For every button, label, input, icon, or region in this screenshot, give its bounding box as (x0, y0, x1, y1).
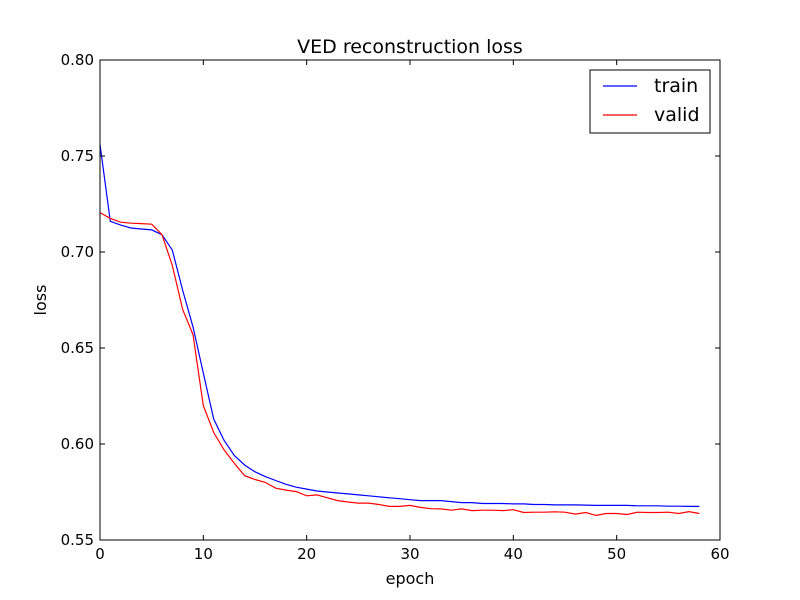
x-tick-label: 50 (607, 545, 626, 563)
series-line-train (99, 144, 700, 507)
x-tick-label: 30 (400, 545, 419, 563)
y-tick-label: 0.80 (61, 51, 94, 69)
legend: train valid (589, 69, 711, 134)
legend-label-train: train (654, 75, 698, 97)
x-tick-label: 60 (710, 545, 729, 563)
y-tick-label: 0.55 (61, 531, 94, 549)
y-tick-label: 0.60 (61, 435, 94, 453)
x-axis-label: epoch (386, 569, 435, 588)
series-line-valid (99, 212, 700, 517)
y-tick-label: 0.75 (61, 147, 94, 165)
x-tick-label: 20 (297, 545, 316, 563)
legend-box (589, 69, 711, 134)
x-tick-label: 40 (504, 545, 523, 563)
x-tick-label: 10 (194, 545, 213, 563)
legend-label-valid: valid (654, 104, 700, 126)
y-axis-label: loss (31, 285, 50, 316)
axis-ticks: 0 10 20 30 40 50 60 0.55 0.60 0.65 0.70 0.75 0.80 (61, 51, 730, 563)
chart-title: VED reconstruction loss (297, 36, 523, 58)
y-tick-label: 0.70 (61, 243, 94, 261)
plot-area (99, 144, 700, 517)
x-tick-label: 0 (95, 545, 105, 563)
y-tick-label: 0.65 (61, 339, 94, 357)
